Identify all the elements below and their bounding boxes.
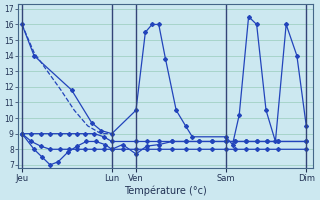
- X-axis label: Température (°c): Température (°c): [124, 185, 207, 196]
